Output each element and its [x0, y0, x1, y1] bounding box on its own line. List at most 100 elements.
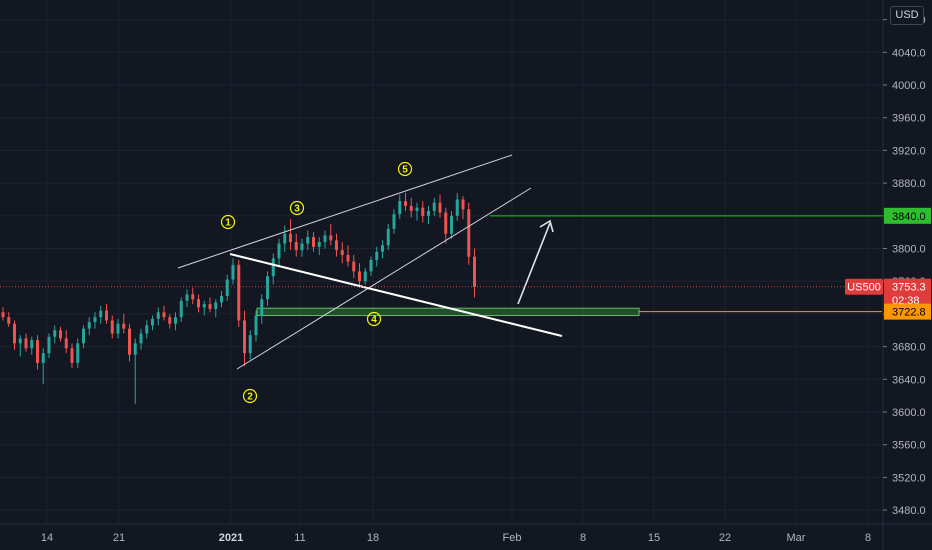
candle-body — [13, 323, 16, 344]
candle-body — [41, 353, 45, 363]
candle-body — [105, 310, 108, 321]
price-axis[interactable]: 3480.03520.03560.03600.03640.03680.03720… — [845, 0, 931, 550]
candle-body — [317, 241, 321, 247]
time-tick-label: 18 — [367, 532, 379, 544]
candle-body — [254, 315, 258, 336]
candle-body — [432, 202, 436, 211]
candle-body — [329, 235, 333, 241]
candle-body — [133, 343, 137, 355]
candle-body — [174, 317, 177, 324]
candle-body — [438, 202, 442, 213]
candle-body — [248, 335, 252, 354]
candle-body — [36, 340, 39, 363]
candle-body — [294, 241, 298, 251]
wave-label-1: 1 — [225, 218, 231, 229]
candle-body — [145, 325, 149, 334]
time-tick-label: 15 — [648, 532, 660, 544]
candle-body — [260, 299, 264, 316]
grid — [0, 0, 882, 524]
candle-body — [392, 214, 396, 229]
candle-body — [151, 318, 154, 326]
price-tick-label: 3520.0 — [892, 472, 926, 484]
candle-body — [162, 312, 166, 318]
candle-body — [461, 199, 465, 210]
price-tick-label: 3920.0 — [892, 145, 926, 157]
target-arrow-shaft[interactable] — [517, 222, 551, 305]
candle-body — [59, 330, 62, 339]
support-zone[interactable] — [256, 307, 640, 317]
time-tick-label: 14 — [41, 532, 53, 544]
candle-body — [427, 210, 430, 216]
candle-body — [455, 199, 459, 216]
symbol-badge[interactable] — [845, 278, 883, 295]
candle-body — [386, 228, 390, 246]
wave-label-circle — [366, 311, 382, 327]
price-tick-label: 3800.0 — [892, 244, 926, 256]
currency-label: USD — [895, 9, 919, 21]
candle-body — [1, 312, 5, 318]
candle-body — [340, 250, 344, 256]
candle-body — [381, 245, 384, 252]
currency-button[interactable]: USD — [890, 6, 924, 25]
candle-body — [225, 279, 229, 296]
price-label-badge[interactable] — [884, 207, 931, 224]
price-tick-label: 3880.0 — [892, 178, 926, 190]
time-tick-label: 22 — [719, 532, 731, 544]
candle-body — [300, 243, 304, 251]
time-tick-label: 2021 — [219, 532, 243, 544]
candle-body — [122, 323, 126, 329]
candle-body — [271, 258, 275, 277]
candle-body — [156, 312, 160, 319]
wave-label-circle — [289, 200, 305, 216]
wave-label-circle — [220, 214, 236, 230]
candle-body — [76, 343, 80, 363]
target-arrow-head[interactable] — [539, 219, 554, 233]
descending-trendline[interactable] — [229, 253, 563, 337]
candle-body — [363, 271, 367, 282]
candle-body — [243, 320, 246, 354]
candle-body — [24, 338, 28, 349]
candle-body — [369, 259, 373, 272]
candle-body — [7, 317, 11, 324]
candle-body — [352, 261, 356, 272]
wedge-lower-trendline[interactable] — [236, 187, 532, 370]
candle-body — [473, 256, 476, 287]
time-tick-label: Feb — [503, 532, 522, 544]
candle-body — [450, 215, 453, 234]
candle-body — [415, 207, 419, 211]
price-label-text: 3840.0 — [892, 211, 926, 223]
candle-body — [179, 300, 183, 318]
candles — [1, 192, 476, 404]
candle-body — [398, 201, 402, 215]
trendlines[interactable] — [177, 154, 563, 370]
candle-body — [277, 243, 281, 259]
price-levels[interactable] — [0, 215, 882, 313]
candle-body — [53, 330, 57, 337]
price-tick-label: 4000.0 — [892, 80, 926, 92]
price-tick-label: 3600.0 — [892, 407, 926, 419]
drawings-layer[interactable] — [256, 307, 640, 317]
wedge-upper-trendline[interactable] — [177, 154, 513, 269]
price-label-badge[interactable] — [884, 303, 931, 320]
price-tick-label: 3560.0 — [892, 440, 926, 452]
candle-body — [99, 310, 103, 318]
price-label-badge[interactable] — [884, 278, 931, 295]
candle-body — [202, 304, 206, 308]
candle-body — [220, 295, 223, 303]
wave-label-circle — [397, 161, 413, 177]
candle-body — [168, 317, 172, 324]
price-tick-label: 3680.0 — [892, 342, 926, 354]
time-tick-label: 8 — [580, 532, 586, 544]
time-axis[interactable]: 14 21 2021 11 18 Feb 8 15 22 Mar 8 — [0, 523, 932, 544]
candle-body — [283, 233, 287, 244]
wave-labels: 1 2 3 4 5 — [220, 161, 413, 404]
price-tick-label: 3640.0 — [892, 374, 926, 386]
price-tick-label: 4040.0 — [892, 47, 926, 59]
candle-body — [346, 255, 350, 262]
wave-label-3: 3 — [294, 204, 300, 215]
wave-label-5: 5 — [402, 165, 408, 176]
price-label-text: 3722.8 — [892, 307, 926, 319]
candle-body — [197, 299, 200, 308]
time-tick-label: Mar — [787, 532, 806, 544]
